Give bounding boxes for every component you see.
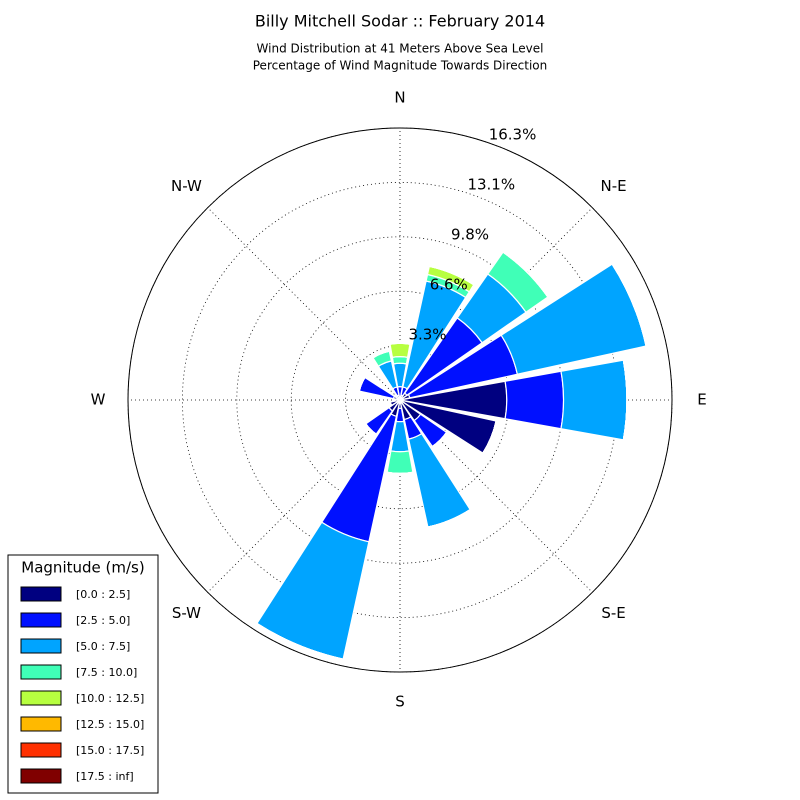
direction-label: E — [697, 391, 706, 409]
bar-segment — [560, 359, 628, 441]
legend-swatch — [20, 586, 62, 602]
chart-subtitle: Wind Distribution at 41 Meters Above Sea… — [257, 42, 544, 56]
legend-title: Magnitude (m/s) — [21, 559, 144, 577]
grid-spoke — [207, 399, 401, 593]
bar-segment — [386, 450, 414, 475]
bar-segment — [611, 263, 647, 347]
bar-segment — [502, 251, 549, 298]
bar-segment — [407, 432, 472, 528]
r-tick-label: 16.3% — [489, 125, 537, 143]
legend-label: [10.0 : 12.5] — [76, 692, 144, 705]
polar-frame — [127, 127, 673, 673]
legend-swatch — [20, 664, 62, 680]
grid-spoke — [399, 399, 593, 593]
legend-swatch — [20, 742, 62, 758]
bar-segment — [365, 423, 377, 435]
legend-label: [7.5 : 10.0] — [76, 666, 137, 679]
direction-label: S — [395, 693, 405, 711]
legend-label: [17.5 : inf] — [76, 770, 134, 783]
bar-segment — [482, 420, 497, 454]
legend-label: [15.0 : 17.5] — [76, 744, 144, 757]
bar-segment — [504, 370, 565, 430]
bar-segment — [389, 342, 411, 345]
legend-swatch — [20, 612, 62, 628]
r-tick-label: 9.8% — [451, 226, 489, 244]
bar-segment — [432, 432, 448, 448]
bar-segment — [389, 401, 393, 406]
legend-swatch — [20, 716, 62, 732]
r-tick-label: 13.1% — [467, 175, 515, 193]
legend-label: [12.5 : 15.0] — [76, 718, 144, 731]
legend-label: [2.5 : 5.0] — [76, 614, 130, 627]
bar-segment — [389, 342, 411, 358]
legend-label: [5.0 : 7.5] — [76, 640, 130, 653]
r-tick-label: 3.3% — [408, 326, 446, 344]
grid-ring — [290, 290, 510, 510]
direction-label: S-E — [601, 604, 625, 622]
direction-label: N — [394, 89, 405, 107]
legend-swatch — [20, 768, 62, 784]
chart-title: Billy Mitchell Sodar :: February 2014 — [255, 12, 545, 31]
legend-swatch — [20, 690, 62, 706]
bar-segment — [320, 413, 398, 543]
direction-label: N-E — [600, 177, 626, 195]
bar-segment — [256, 521, 370, 660]
legend-label: [0.0 : 2.5] — [76, 588, 130, 601]
direction-label: N-W — [171, 177, 202, 195]
grid-spoke — [207, 207, 401, 401]
direction-label: S-W — [172, 604, 201, 622]
bar-segment — [391, 356, 409, 365]
legend-swatch — [20, 638, 62, 654]
bar-segment — [372, 350, 390, 359]
chart-subtitle: Percentage of Wind Magnitude Towards Dir… — [253, 59, 547, 73]
direction-label: W — [91, 391, 106, 409]
r-tick-label: 6.6% — [430, 276, 468, 294]
